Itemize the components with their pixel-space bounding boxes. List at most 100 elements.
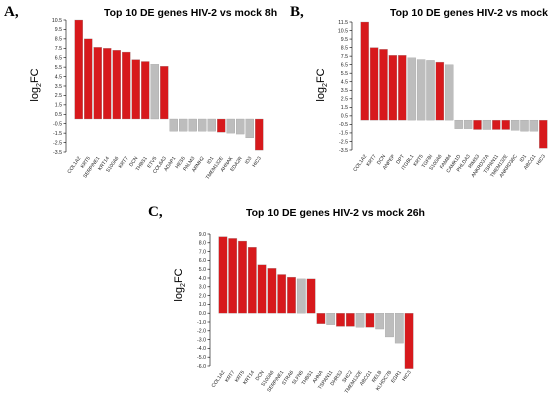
bar-krt5 [416, 59, 426, 121]
y-tick-label: 6.5 [55, 56, 62, 62]
bar-col1a2 [218, 236, 228, 314]
bar-krt14 [103, 48, 112, 120]
x-tick-label: ID1 [206, 156, 216, 166]
y-tick-label: 3.5 [55, 84, 62, 90]
bar-dpt [398, 55, 407, 121]
bar-ankrd36c [510, 119, 520, 131]
bar-rims3 [473, 119, 482, 130]
y-tick-label: -6.0 [197, 364, 206, 370]
bar-col1a2 [360, 21, 369, 121]
y-tick-label: 1.5 [341, 105, 348, 111]
y-tick-label: 6.5 [341, 62, 348, 68]
x-tick-label: EGR1 [390, 370, 403, 385]
bar-relb [375, 313, 385, 330]
panel-letter: B, [290, 4, 304, 20]
y-tick-label: -3.5 [53, 150, 62, 156]
bar-dhrs3 [336, 313, 345, 327]
bar-tmem132e [501, 119, 510, 130]
y-tick-label: -0.5 [339, 122, 348, 128]
x-tick-label: DPT [395, 154, 406, 166]
bar-stra6 [287, 276, 296, 314]
x-tick-label: HIC3 [401, 370, 413, 383]
bar-slfn5 [296, 278, 306, 314]
chart-title: Top 10 DE genes HIV-2 vs mock 12h [390, 7, 550, 19]
y-tick-label: 8.5 [341, 45, 348, 51]
y-tick-label: -1.5 [339, 131, 348, 137]
bar-ankrd37a [482, 119, 492, 130]
y-tick-label: 8.0 [199, 241, 206, 247]
bar-thbs1 [141, 61, 150, 120]
bar-armh2 [198, 118, 207, 132]
x-tick-label: DCN [376, 153, 387, 166]
x-tick-label: KRT7 [118, 156, 130, 170]
y-tick-label: 4.5 [55, 74, 62, 80]
y-tick-label: 7.0 [199, 249, 206, 255]
bar-etv5 [150, 64, 159, 120]
bar-phlda3 [463, 119, 473, 129]
bar-dcn [131, 59, 140, 120]
y-tick-label: 10.5 [338, 28, 348, 34]
y-tick-label: 3.5 [341, 88, 348, 94]
y-tick-label: 2.0 [199, 293, 206, 299]
y-tick-label: 7.5 [55, 46, 62, 52]
bar-serpine1 [277, 274, 287, 314]
y-tick-label: 1.0 [199, 302, 206, 308]
x-tick-label: ID3 [244, 156, 254, 166]
bar-hes5 [179, 118, 188, 132]
bar-shc2 [345, 313, 355, 327]
bar-tspan11 [326, 313, 336, 325]
chart-title: Top 10 DE genes HIV-2 vs mock 8h [104, 7, 277, 19]
bar-tspan11 [492, 119, 501, 130]
bar-col6a3 [160, 66, 169, 120]
y-tick-label: -3.5 [339, 148, 348, 154]
y-tick-label: 6.0 [199, 258, 206, 264]
x-tick-label: DCN [255, 369, 266, 382]
x-tick-label: HIC3 [535, 154, 547, 167]
bar-krt5 [84, 38, 93, 120]
bar-s100a6 [267, 268, 277, 314]
bar-thbs1 [306, 278, 316, 314]
bar-dcn [379, 49, 388, 121]
bar-dcn [257, 264, 267, 314]
y-tick-label: 9.5 [341, 37, 348, 43]
y-tick-label: 0.5 [55, 112, 62, 118]
y-tick-label: 2.5 [55, 93, 62, 99]
bar-s100a6 [435, 61, 445, 121]
y-tick-label: 7.5 [341, 54, 348, 60]
y-tick-label: -1.5 [53, 131, 62, 137]
bar-krt7 [122, 51, 131, 120]
y-tick-label: 5.5 [55, 65, 62, 71]
y-tick-label: 0.0 [199, 311, 206, 317]
x-tick-label: KRT7 [366, 154, 378, 168]
x-tick-label: HIC3 [251, 156, 263, 169]
y-tick-label: -5.0 [197, 355, 206, 361]
y-tick-label: -4.0 [197, 346, 206, 352]
y-axis-label: log2FC [29, 68, 43, 101]
bar-ahna [316, 313, 326, 324]
bar-krt7 [228, 238, 238, 314]
bar-s100a6 [112, 50, 121, 120]
y-tick-label: -2.5 [53, 140, 62, 146]
bar-tgfbi [426, 60, 435, 121]
bar-krt7 [369, 47, 379, 121]
y-tick-label: 10.5 [52, 18, 62, 24]
bar-klhdc7b [385, 313, 394, 338]
bar-camk1d [454, 119, 463, 129]
y-tick-label: 3.0 [199, 285, 206, 291]
y-tick-label: -0.5 [53, 122, 62, 128]
y-tick-label: 9.0 [199, 232, 206, 238]
bar-itgbl1 [407, 57, 416, 121]
bar-eda2r [236, 118, 245, 135]
y-tick-label: 2.5 [341, 97, 348, 103]
y-tick-label: -2.5 [339, 139, 348, 145]
y-axis-label: log2FC [173, 268, 187, 301]
bar-hic3 [255, 118, 264, 151]
bar-palm3 [188, 118, 197, 132]
bar-egr1 [394, 313, 404, 344]
y-tick-label: 4.0 [199, 276, 206, 282]
bar-id1 [207, 118, 216, 132]
bar-ahnak [226, 118, 235, 134]
bar-abcg1 [529, 119, 539, 132]
